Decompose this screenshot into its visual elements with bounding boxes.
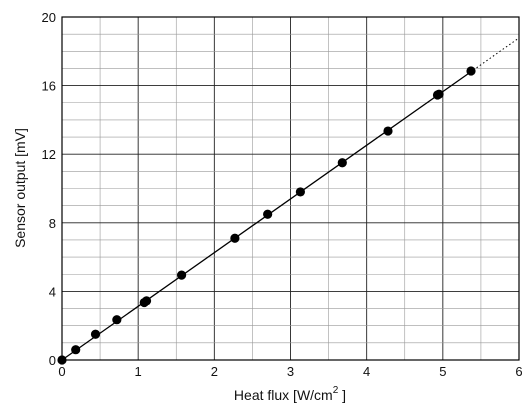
data-point (91, 330, 100, 339)
x-tick-label: 3 (287, 364, 294, 379)
y-tick-label: 4 (49, 284, 56, 299)
data-point (71, 345, 80, 354)
y-tick-label: 16 (42, 79, 56, 94)
x-tick-labels: 0 1 2 3 4 5 6 (58, 364, 522, 379)
data-point (466, 66, 475, 75)
x-tick-label: 4 (363, 364, 370, 379)
data-point (434, 90, 443, 99)
data-point (142, 296, 151, 305)
y-axis-label: Sensor output [mV] (12, 128, 28, 248)
x-axis-label: Heat flux [W/cm2 ] (234, 385, 346, 403)
data-point (263, 210, 272, 219)
data-point (230, 234, 239, 243)
y-tick-label: 0 (49, 353, 56, 368)
data-points (57, 66, 475, 364)
x-axis-label-tail: ] (338, 387, 346, 403)
data-point (296, 187, 305, 196)
x-axis-label-main: Heat flux [W/cm (234, 387, 333, 403)
y-tick-label: 12 (42, 147, 56, 162)
y-tick-label: 8 (49, 216, 56, 231)
fit-line-dotted (473, 38, 519, 70)
y-tick-label: 20 (42, 10, 56, 25)
x-tick-label: 0 (58, 364, 65, 379)
data-point (338, 158, 347, 167)
x-tick-label: 5 (439, 364, 446, 379)
data-point (383, 126, 392, 135)
x-tick-label: 1 (135, 364, 142, 379)
data-point (112, 315, 121, 324)
grid-lines (62, 17, 519, 360)
data-point (177, 271, 186, 280)
x-tick-label: 6 (515, 364, 522, 379)
x-tick-label: 2 (211, 364, 218, 379)
y-tick-labels: 0 4 8 12 16 20 (42, 10, 56, 368)
